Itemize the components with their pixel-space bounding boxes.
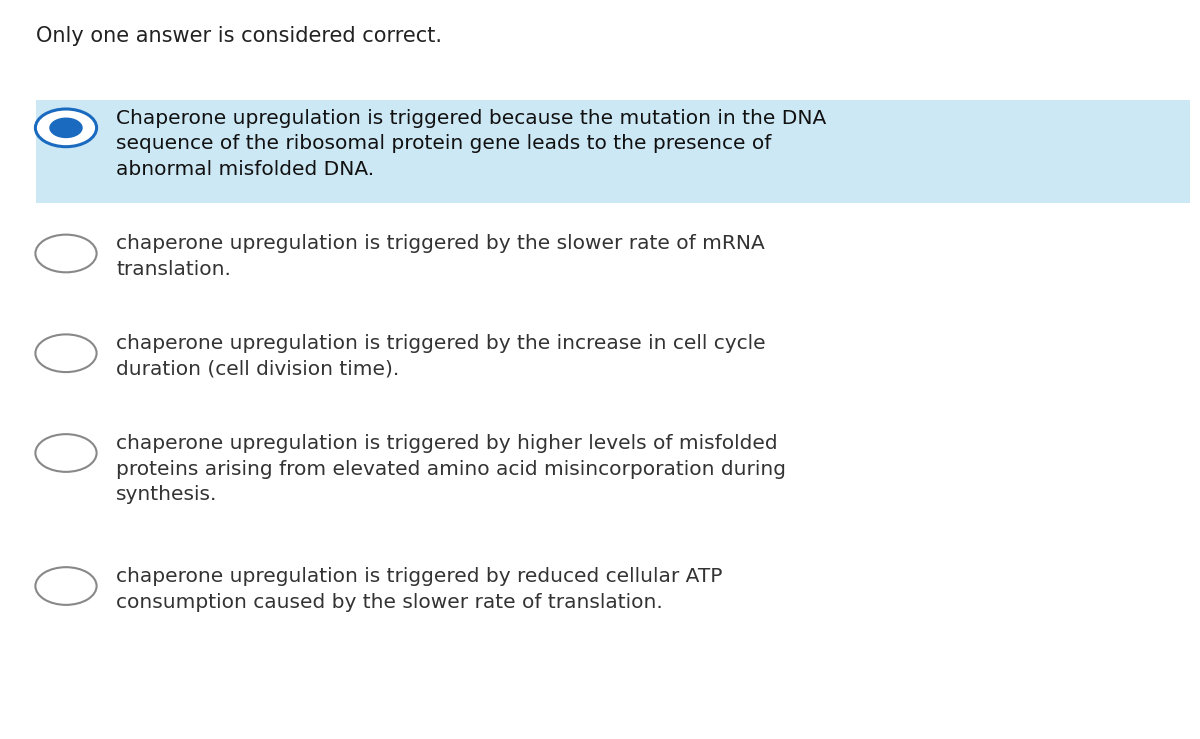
Text: chaperone upregulation is triggered by the slower rate of mRNA
translation.: chaperone upregulation is triggered by t… bbox=[116, 234, 766, 279]
Text: Only one answer is considered correct.: Only one answer is considered correct. bbox=[36, 26, 442, 46]
Circle shape bbox=[36, 568, 97, 605]
Circle shape bbox=[36, 109, 97, 146]
Circle shape bbox=[36, 435, 97, 471]
Text: chaperone upregulation is triggered by higher levels of misfolded
proteins arisi: chaperone upregulation is triggered by h… bbox=[116, 434, 786, 504]
Text: Chaperone upregulation is triggered because the mutation in the DNA
sequence of : Chaperone upregulation is triggered beca… bbox=[116, 109, 827, 179]
FancyBboxPatch shape bbox=[36, 100, 1190, 203]
Text: chaperone upregulation is triggered by reduced cellular ATP
consumption caused b: chaperone upregulation is triggered by r… bbox=[116, 567, 722, 612]
Circle shape bbox=[36, 235, 97, 273]
Text: chaperone upregulation is triggered by the increase in cell cycle
duration (cell: chaperone upregulation is triggered by t… bbox=[116, 334, 766, 379]
Circle shape bbox=[49, 118, 83, 138]
Circle shape bbox=[36, 334, 97, 372]
